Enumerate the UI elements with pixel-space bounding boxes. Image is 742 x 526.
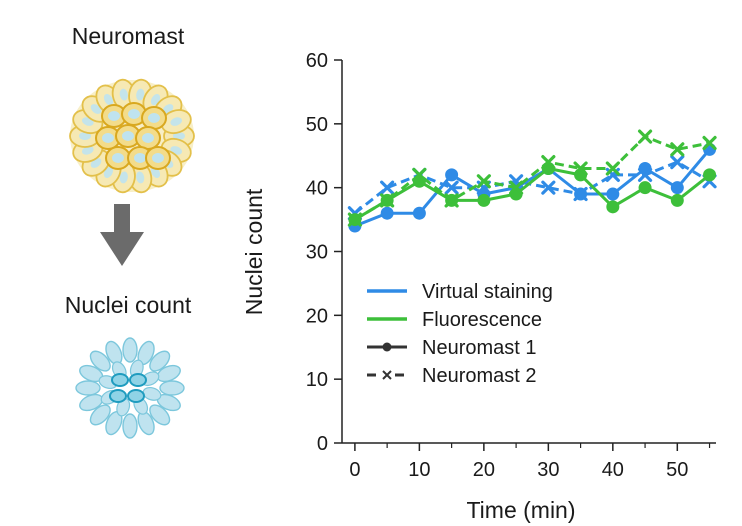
legend-entry-1: Virtual staining bbox=[367, 281, 553, 303]
y-tick-label: 40 bbox=[306, 178, 328, 200]
data-point bbox=[477, 193, 491, 207]
data-point bbox=[573, 186, 588, 202]
down-arrow-icon bbox=[100, 204, 144, 266]
data-point bbox=[476, 174, 491, 189]
x-tick-label: 40 bbox=[602, 459, 624, 481]
nuclei-illustration-icon bbox=[75, 337, 185, 439]
data-point bbox=[606, 187, 620, 201]
data-point bbox=[444, 180, 459, 195]
y-tick-label: 20 bbox=[306, 305, 328, 327]
y-axis-label: Nuclei count bbox=[241, 188, 267, 315]
neuromast-illustration-icon bbox=[69, 78, 195, 194]
legend-entry-2: Fluorescence bbox=[367, 309, 542, 331]
data-point bbox=[670, 155, 685, 170]
data-point bbox=[541, 180, 556, 195]
data-point bbox=[509, 180, 524, 195]
neuromast-label: Neuromast bbox=[72, 23, 185, 49]
x-tick-label: 0 bbox=[349, 459, 360, 481]
x-axis-label: Time (min) bbox=[466, 497, 575, 523]
series-line bbox=[353, 160, 711, 215]
data-point bbox=[702, 135, 717, 151]
data-point bbox=[605, 161, 620, 176]
data-point bbox=[703, 168, 717, 182]
legend-label: Fluorescence bbox=[422, 309, 542, 331]
data-point bbox=[637, 167, 653, 182]
y-tick-label: 60 bbox=[306, 50, 328, 72]
data-point bbox=[606, 200, 620, 214]
data-point bbox=[412, 206, 426, 220]
data-point bbox=[380, 193, 395, 208]
data-point bbox=[380, 180, 395, 195]
data-point bbox=[444, 193, 459, 208]
legend-label: Virtual staining bbox=[422, 281, 553, 303]
data-point bbox=[637, 129, 653, 144]
x-tick-label: 20 bbox=[473, 459, 495, 481]
legend-marker bbox=[382, 370, 392, 380]
legend-entry-3: Neuromast 1 bbox=[367, 337, 537, 359]
legend-entry-4: Neuromast 2 bbox=[367, 365, 537, 387]
y-tick-label: 0 bbox=[317, 433, 328, 455]
data-point bbox=[412, 167, 427, 182]
data-point bbox=[670, 142, 685, 157]
x-tick-label: 30 bbox=[537, 459, 559, 481]
series-4 bbox=[347, 129, 717, 227]
data-point bbox=[380, 206, 394, 220]
data-point bbox=[347, 212, 362, 227]
legend-label: Neuromast 2 bbox=[422, 365, 537, 387]
data-point bbox=[541, 155, 556, 170]
series-3 bbox=[348, 162, 717, 227]
y-tick-label: 50 bbox=[306, 114, 328, 136]
series-group bbox=[347, 129, 717, 233]
tick-labels: 0 10 20 30 40 50 60 0 10 20 30 40 50 bbox=[306, 50, 689, 481]
data-point bbox=[670, 181, 684, 195]
x-tick-label: 10 bbox=[408, 459, 430, 481]
data-point bbox=[670, 193, 684, 207]
nuclei-count-label: Nuclei count bbox=[65, 292, 192, 318]
y-tick-label: 10 bbox=[306, 369, 328, 391]
data-point bbox=[445, 168, 459, 182]
legend-marker bbox=[382, 342, 392, 352]
data-point bbox=[638, 181, 652, 195]
y-tick-label: 30 bbox=[306, 242, 328, 264]
line-chart: 0 10 20 30 40 50 60 0 10 20 30 40 50 Nuclei count Ti… bbox=[241, 50, 717, 523]
legend-label: Neuromast 1 bbox=[422, 337, 537, 359]
data-point bbox=[573, 161, 588, 176]
x-tick-label: 50 bbox=[666, 459, 688, 481]
chart-axes bbox=[334, 59, 716, 451]
legend: Virtual staining Fluorescence Neuromast 1 N… bbox=[367, 281, 553, 387]
